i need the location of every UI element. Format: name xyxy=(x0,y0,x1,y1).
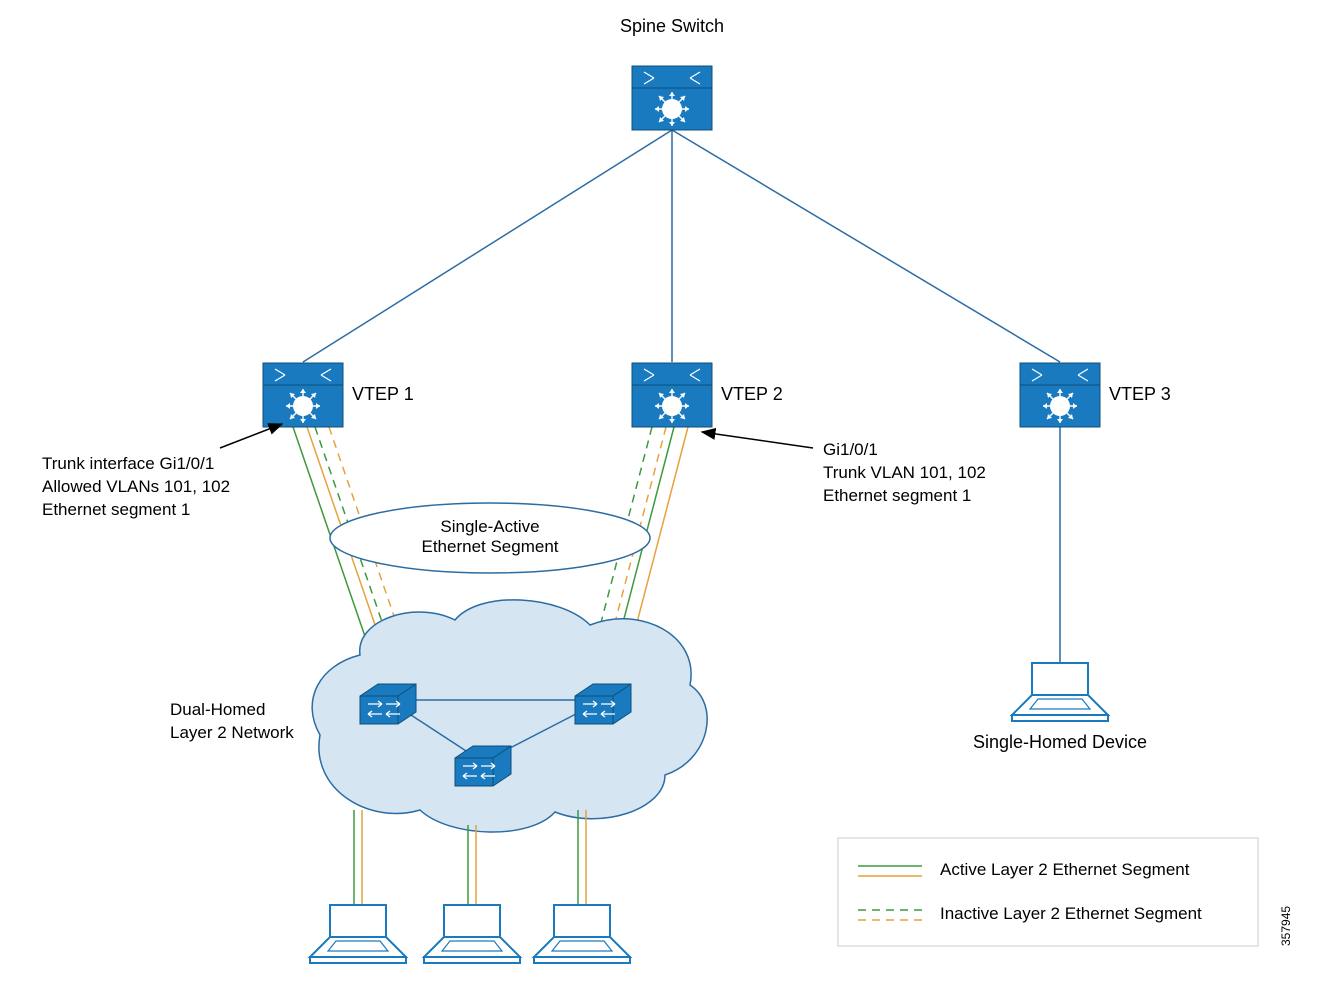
vtep1-annotation: Trunk interface Gi1/0/1 Allowed VLANs 10… xyxy=(42,454,230,519)
host-laptop-3 xyxy=(534,905,630,963)
svg-text:Ethernet segment 1: Ethernet segment 1 xyxy=(823,486,971,505)
legend-active-label: Active Layer 2 Ethernet Segment xyxy=(940,860,1190,879)
svg-text:Allowed VLANs 101, 102: Allowed VLANs 101, 102 xyxy=(42,477,230,496)
single-homed-label: Single-Homed Device xyxy=(973,732,1147,752)
cloud-switch-right xyxy=(575,684,631,724)
spine-links xyxy=(303,130,1060,362)
vtep3-label: VTEP 3 xyxy=(1109,384,1171,404)
svg-text:Trunk VLAN 101, 102: Trunk VLAN 101, 102 xyxy=(823,463,986,482)
vtep1-icon xyxy=(263,363,343,427)
cloud-switch-left xyxy=(360,684,416,724)
vtep1-label: VTEP 1 xyxy=(352,384,414,404)
vtep2-icon xyxy=(632,363,712,427)
cloud-label: Dual-Homed Layer 2 Network xyxy=(170,700,294,742)
vtep2-annotation: Gi1/0/1 Trunk VLAN 101, 102 Ethernet seg… xyxy=(823,440,986,505)
segment-label-1: Single-Active xyxy=(440,517,539,536)
svg-text:Dual-Homed: Dual-Homed xyxy=(170,700,265,719)
host-laptop-1 xyxy=(310,905,406,963)
vtep2-label: VTEP 2 xyxy=(721,384,783,404)
image-id: 357945 xyxy=(1279,906,1293,946)
legend: Active Layer 2 Ethernet Segment Inactive… xyxy=(838,838,1258,946)
legend-inactive-label: Inactive Layer 2 Ethernet Segment xyxy=(940,904,1202,923)
segment-label-2: Ethernet Segment xyxy=(421,537,558,556)
vtep2-arrow xyxy=(702,432,813,448)
single-homed-laptop xyxy=(1012,663,1108,721)
svg-text:Ethernet segment 1: Ethernet segment 1 xyxy=(42,500,190,519)
spine-switch-icon xyxy=(632,66,712,130)
vtep1-arrow xyxy=(220,424,282,448)
cloud-switch-bottom xyxy=(455,746,511,786)
svg-text:Trunk interface Gi1/0/1: Trunk interface Gi1/0/1 xyxy=(42,454,214,473)
vtep3-icon xyxy=(1020,363,1100,427)
svg-text:Gi1/0/1: Gi1/0/1 xyxy=(823,440,878,459)
svg-text:Layer 2 Network: Layer 2 Network xyxy=(170,723,294,742)
host-laptop-2 xyxy=(424,905,520,963)
spine-title: Spine Switch xyxy=(620,16,724,36)
